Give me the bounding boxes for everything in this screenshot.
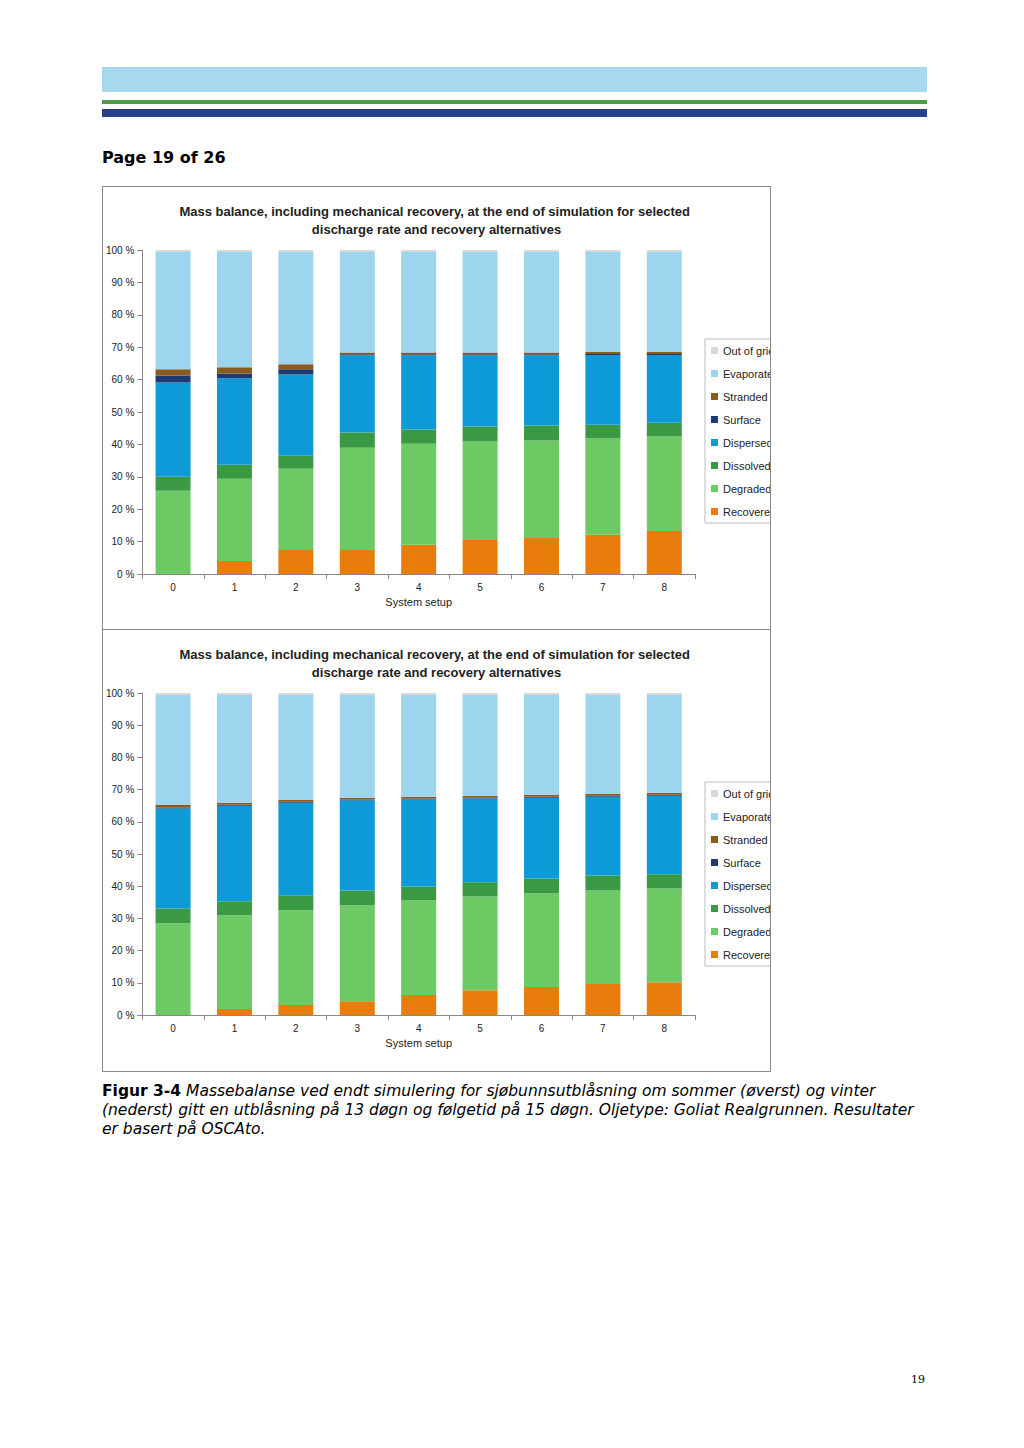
svg-text:70 %: 70 % [112, 784, 135, 795]
svg-text:Mass balance, including mechan: Mass balance, including mechanical recov… [179, 647, 693, 662]
svg-text:40 %: 40 % [112, 881, 135, 892]
svg-text:90 %: 90 % [112, 277, 135, 288]
svg-text:3: 3 [354, 1023, 360, 1034]
svg-text:1: 1 [232, 1023, 238, 1034]
svg-text:8: 8 [662, 1023, 668, 1034]
svg-text:Surface: Surface [723, 414, 761, 426]
svg-text:Dissolved: Dissolved [723, 903, 770, 915]
svg-text:Stranded: Stranded [723, 834, 768, 846]
svg-text:2: 2 [293, 1023, 299, 1034]
svg-text:40 %: 40 % [112, 439, 135, 450]
svg-text:20 %: 20 % [112, 504, 135, 515]
svg-text:Mass balance, including mechan: Mass balance, including mechanical recov… [179, 204, 693, 219]
svg-text:0 %: 0 % [117, 569, 134, 580]
svg-text:80 %: 80 % [112, 752, 135, 763]
svg-text:60 %: 60 % [112, 816, 135, 827]
svg-text:3: 3 [354, 582, 360, 593]
svg-text:0: 0 [170, 582, 176, 593]
svg-text:Out of grid: Out of grid [723, 345, 770, 357]
svg-text:60 %: 60 % [112, 374, 135, 385]
svg-text:2: 2 [293, 582, 299, 593]
svg-text:Stranded: Stranded [723, 391, 768, 403]
svg-text:80 %: 80 % [112, 309, 135, 320]
svg-text:8: 8 [662, 582, 668, 593]
svg-text:30 %: 30 % [112, 913, 135, 924]
svg-text:Dispersed: Dispersed [723, 880, 770, 892]
svg-text:10 %: 10 % [112, 977, 135, 988]
svg-text:Dissolved: Dissolved [723, 460, 770, 472]
svg-text:100 %: 100 % [106, 245, 134, 256]
svg-text:70 %: 70 % [112, 342, 135, 353]
svg-text:4: 4 [416, 1023, 422, 1034]
svg-text:Degraded: Degraded [723, 926, 770, 938]
svg-text:7: 7 [600, 582, 606, 593]
html-text:19: 19 [911, 1373, 925, 1386]
svg-text:0: 0 [170, 1023, 176, 1034]
svg-text:Recovered: Recovered [723, 506, 770, 518]
svg-text:7: 7 [600, 1023, 606, 1034]
svg-text:Surface: Surface [723, 857, 761, 869]
svg-text:Evaporated: Evaporated [723, 368, 770, 380]
svg-text:5: 5 [477, 582, 483, 593]
svg-text:6: 6 [539, 582, 545, 593]
svg-text:10 %: 10 % [112, 536, 135, 547]
svg-text:30 %: 30 % [112, 471, 135, 482]
svg-text:5: 5 [477, 1023, 483, 1034]
svg-text:Out of grid: Out of grid [723, 788, 770, 800]
svg-text:Dispersed: Dispersed [723, 437, 770, 449]
svg-text:System setup: System setup [385, 596, 452, 608]
html-text:Page 19 of 26: Page 19 of 26 [102, 148, 226, 167]
svg-text:50 %: 50 % [112, 849, 135, 860]
svg-text:System setup: System setup [385, 1037, 452, 1049]
html-text:Figur 3-4 Massebalanse ved end: Figur 3-4 Massebalanse ved endt simuleri… [102, 1082, 914, 1138]
svg-text:90 %: 90 % [112, 720, 135, 731]
svg-text:Degraded: Degraded [723, 483, 770, 495]
svg-text:discharge rate and recovery al: discharge rate and recovery alternatives [312, 665, 561, 680]
svg-text:50 %: 50 % [112, 407, 135, 418]
svg-text:0 %: 0 % [117, 1010, 134, 1021]
svg-text:20 %: 20 % [112, 945, 135, 956]
svg-text:6: 6 [539, 1023, 545, 1034]
svg-text:Evaporated: Evaporated [723, 811, 770, 823]
svg-text:Recovered: Recovered [723, 949, 770, 961]
svg-text:100 %: 100 % [106, 688, 134, 699]
svg-text:1: 1 [232, 582, 238, 593]
svg-text:discharge rate and recovery al: discharge rate and recovery alternatives [312, 222, 561, 237]
svg-text:4: 4 [416, 582, 422, 593]
